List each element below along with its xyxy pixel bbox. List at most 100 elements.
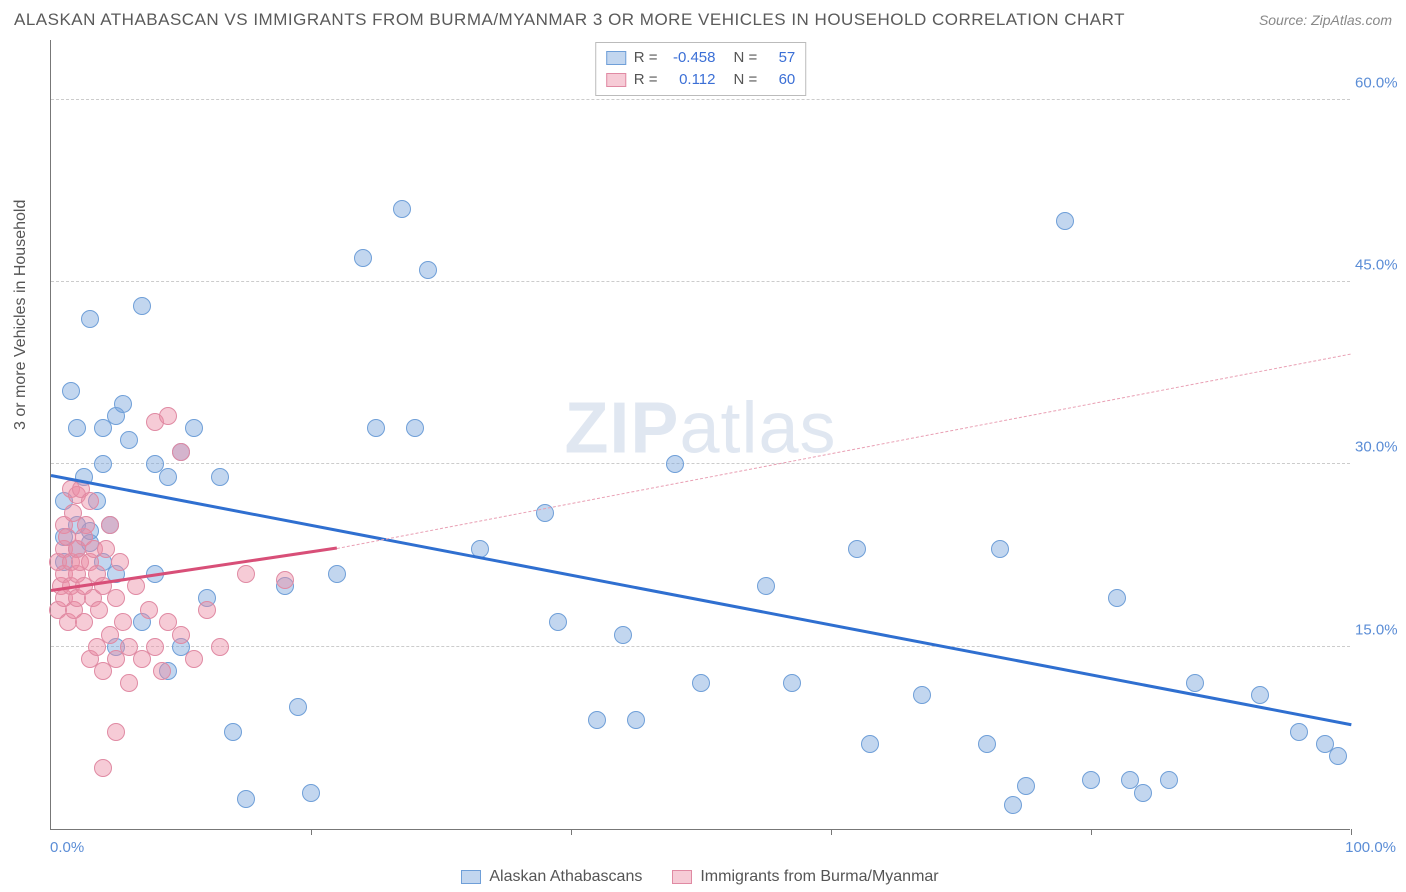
data-point <box>153 662 171 680</box>
data-point <box>1290 723 1308 741</box>
y-tick-label: 60.0% <box>1355 74 1405 91</box>
data-point <box>198 601 216 619</box>
watermark-bold: ZIP <box>564 388 679 468</box>
data-point <box>848 540 866 558</box>
data-point <box>81 492 99 510</box>
data-point <box>185 419 203 437</box>
y-axis-title: 3 or more Vehicles in Household <box>12 200 30 430</box>
watermark: ZIPatlas <box>564 387 836 469</box>
data-point <box>94 759 112 777</box>
y-tick-label: 45.0% <box>1355 257 1405 274</box>
legend-row: R = 0.112 N = 60 <box>606 69 796 91</box>
x-tick <box>571 829 572 835</box>
gridline <box>51 99 1350 100</box>
n-value: 57 <box>765 47 795 69</box>
data-point <box>783 674 801 692</box>
data-point <box>1134 784 1152 802</box>
data-point <box>211 468 229 486</box>
data-point <box>120 431 138 449</box>
legend-swatch <box>461 870 481 884</box>
data-point <box>419 261 437 279</box>
data-point <box>549 613 567 631</box>
data-point <box>393 200 411 218</box>
x-tick <box>831 829 832 835</box>
data-point <box>627 711 645 729</box>
scatter-plot-area: ZIPatlas 15.0%30.0%45.0%60.0%R =-0.458N … <box>50 40 1350 830</box>
data-point <box>1017 777 1035 795</box>
n-label: N = <box>734 69 758 91</box>
source-label: Source: ZipAtlas.com <box>1259 12 1392 28</box>
data-point <box>114 395 132 413</box>
data-point <box>75 613 93 631</box>
x-min-label: 0.0% <box>50 839 84 856</box>
data-point <box>276 571 294 589</box>
legend-item: Alaskan Athabascans <box>461 868 642 886</box>
bottom-legend: Alaskan Athabascans Immigrants from Burma… <box>50 868 1350 886</box>
data-point <box>588 711 606 729</box>
data-point <box>614 626 632 644</box>
x-tick <box>1091 829 1092 835</box>
data-point <box>237 790 255 808</box>
data-point <box>62 382 80 400</box>
data-point <box>146 638 164 656</box>
data-point <box>101 516 119 534</box>
data-point <box>68 419 86 437</box>
data-point <box>1056 212 1074 230</box>
data-point <box>237 565 255 583</box>
data-point <box>185 650 203 668</box>
data-point <box>77 516 95 534</box>
data-point <box>159 468 177 486</box>
data-point <box>107 589 125 607</box>
y-tick-label: 15.0% <box>1355 621 1405 638</box>
data-point <box>224 723 242 741</box>
stats-legend: R = -0.458 N = 57 R = 0.112 N = 60 <box>595 42 807 96</box>
x-tick <box>1351 829 1352 835</box>
r-value: -0.458 <box>666 47 716 69</box>
legend-item: Immigrants from Burma/Myanmar <box>672 868 938 886</box>
gridline <box>51 646 1350 647</box>
y-tick-label: 30.0% <box>1355 439 1405 456</box>
chart-title: ALASKAN ATHABASCAN VS IMMIGRANTS FROM BU… <box>14 10 1125 30</box>
data-point <box>1329 747 1347 765</box>
data-point <box>302 784 320 802</box>
legend-swatch <box>606 73 626 87</box>
data-point <box>111 553 129 571</box>
data-point <box>328 565 346 583</box>
data-point <box>666 455 684 473</box>
data-point <box>692 674 710 692</box>
gridline <box>51 463 1350 464</box>
data-point <box>991 540 1009 558</box>
data-point <box>107 723 125 741</box>
chart-header: ALASKAN ATHABASCAN VS IMMIGRANTS FROM BU… <box>14 10 1392 30</box>
legend-label: Alaskan Athabascans <box>489 868 642 886</box>
data-point <box>367 419 385 437</box>
legend-swatch <box>672 870 692 884</box>
data-point <box>159 407 177 425</box>
data-point <box>1160 771 1178 789</box>
data-point <box>94 455 112 473</box>
r-label: R = <box>634 69 658 91</box>
data-point <box>406 419 424 437</box>
data-point <box>354 249 372 267</box>
data-point <box>90 601 108 619</box>
gridline <box>51 281 1350 282</box>
data-point <box>289 698 307 716</box>
n-label: N = <box>734 47 758 69</box>
x-tick <box>311 829 312 835</box>
data-point <box>1186 674 1204 692</box>
r-value: 0.112 <box>666 69 716 91</box>
data-point <box>1251 686 1269 704</box>
data-point <box>172 626 190 644</box>
data-point <box>81 310 99 328</box>
data-point <box>172 443 190 461</box>
legend-swatch <box>606 51 626 65</box>
data-point <box>861 735 879 753</box>
data-point <box>978 735 996 753</box>
data-point <box>1108 589 1126 607</box>
data-point <box>133 297 151 315</box>
trend-line <box>337 354 1351 549</box>
data-point <box>120 674 138 692</box>
r-label: R = <box>634 47 658 69</box>
x-max-label: 100.0% <box>1345 839 1396 856</box>
n-value: 60 <box>765 69 795 91</box>
